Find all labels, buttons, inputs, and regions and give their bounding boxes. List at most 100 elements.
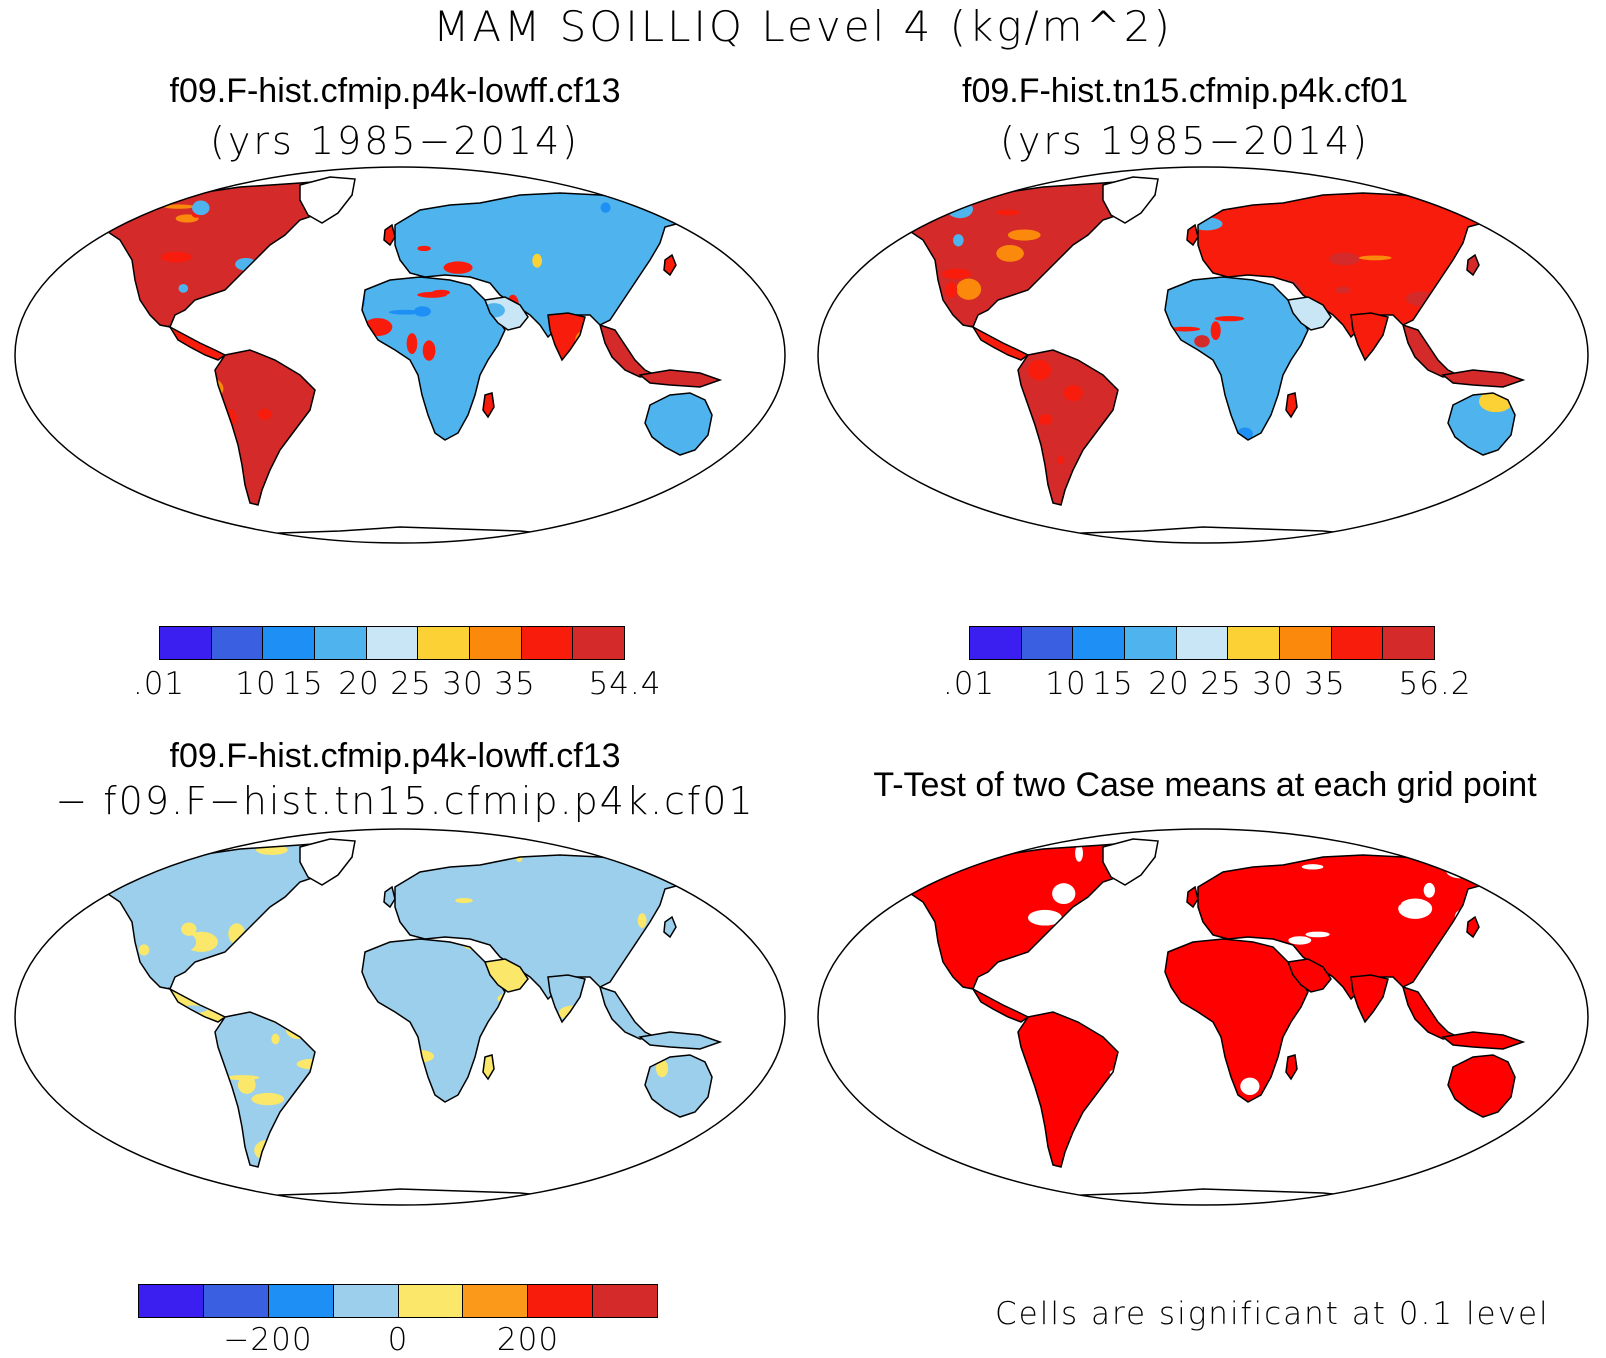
figure-title: MAM SOILLIQ Level 4 (kg/m^2) xyxy=(433,2,1173,51)
colorbar-swatch xyxy=(1176,627,1229,659)
landmass-northAmerica xyxy=(898,841,1155,989)
colorbar-tick-label: 54.4 xyxy=(588,666,662,702)
landmass-centralAmerica xyxy=(973,989,1028,1022)
colorbar-tick-label: .01 xyxy=(132,666,186,702)
landmass-northAmerica xyxy=(95,841,352,989)
landmass-southAmerica xyxy=(1018,350,1118,505)
colorbar-swatch xyxy=(315,627,367,659)
colorbar-case1 xyxy=(159,626,625,660)
colorbar-tick-label: 10 xyxy=(235,666,277,702)
landmass-antarctica xyxy=(973,1189,1433,1205)
colorbar-swatch xyxy=(1021,627,1074,659)
colorbar-tick-label: .01 xyxy=(942,666,996,702)
colorbar-tick-label: 30 xyxy=(442,666,484,702)
landmass-australia xyxy=(645,393,712,455)
panel-1-subtitle: (yrs 1985−2014) xyxy=(210,119,580,163)
map-frame xyxy=(817,166,1589,544)
colorbar-swatch xyxy=(573,627,625,659)
colorbar-tick-label: 15 xyxy=(1092,666,1134,702)
landmass-seAsia xyxy=(1403,325,1458,377)
landmass-greenland xyxy=(300,177,355,223)
map-frame xyxy=(14,166,786,544)
map-panel-case1 xyxy=(14,166,786,544)
map-panel-ttest xyxy=(817,828,1589,1206)
colorbar-swatch xyxy=(263,627,316,659)
colorbar-swatch xyxy=(970,627,1022,659)
panel-2-title: f09.F-hist.tn15.cfmip.p4k.cf01 xyxy=(962,72,1408,110)
colorbar-swatch xyxy=(139,1285,204,1317)
landmass-seAsia xyxy=(600,325,655,377)
landmass-greenland xyxy=(1103,839,1158,885)
colorbar-tick-label: −200 xyxy=(223,1322,313,1358)
landmass-greenland xyxy=(300,839,355,885)
landmass-africa xyxy=(362,939,505,1102)
landmass-centralAmerica xyxy=(170,327,225,360)
landmass-africa xyxy=(362,277,505,440)
panel-3-title: f09.F-hist.cfmip.p4k-lowff.cf13 xyxy=(169,737,621,775)
landmass-antarctica xyxy=(170,527,630,543)
colorbar-tick-label: 0 xyxy=(387,1322,409,1358)
colorbar-swatch xyxy=(366,627,419,659)
landmass-eurasia xyxy=(395,855,690,999)
panel-1-title: f09.F-hist.cfmip.p4k-lowff.cf13 xyxy=(169,72,621,110)
colorbar-swatch xyxy=(211,627,264,659)
colorbar-swatch xyxy=(418,627,471,659)
landmass-arabia xyxy=(485,959,528,992)
landmass-southAmerica xyxy=(215,1012,315,1167)
colorbar-swatch xyxy=(593,1285,657,1317)
panel-2-subtitle: (yrs 1985−2014) xyxy=(1000,119,1370,163)
landmass-nz xyxy=(1531,1109,1545,1132)
colorbar-swatch xyxy=(1331,627,1384,659)
panel-4-title: T-Test of two Case means at each grid po… xyxy=(873,766,1537,804)
landmass-australia xyxy=(1448,1055,1515,1117)
colorbar-swatch xyxy=(470,627,522,659)
colorbar-swatch xyxy=(160,627,212,659)
colorbar-swatch xyxy=(1280,627,1332,659)
colorbar-tick-label: 15 xyxy=(282,666,324,702)
colorbar-swatch xyxy=(203,1285,269,1317)
landmass-northAmerica xyxy=(95,179,352,327)
landmass-arabia xyxy=(1288,297,1331,330)
landmass-southAmerica xyxy=(215,350,315,505)
colorbar-swatch xyxy=(463,1285,529,1317)
landmass-africa xyxy=(1165,277,1308,440)
panel-3-subtitle: − f09.F−hist.tn15.cfmip.p4k.cf01 xyxy=(55,779,755,823)
colorbar-tick-label: 25 xyxy=(390,666,432,702)
landmass-centralAmerica xyxy=(973,327,1028,360)
landmass-seAsia xyxy=(1403,987,1458,1039)
significance-note: Cells are significant at 0.1 level xyxy=(995,1296,1550,1332)
colorbar-tick-label: 30 xyxy=(1252,666,1294,702)
landmass-indonesia xyxy=(640,370,720,387)
colorbar-tick-label: 20 xyxy=(1148,666,1190,702)
landmass-eurasia xyxy=(395,193,690,337)
colorbar-swatch xyxy=(528,1285,594,1317)
landmass-greenland xyxy=(1103,177,1158,223)
landmass-indonesia xyxy=(1443,370,1523,387)
colorbar-swatch xyxy=(268,1285,334,1317)
landmass-centralAmerica xyxy=(170,989,225,1022)
landmass-indonesia xyxy=(1443,1032,1523,1049)
landmass-nz xyxy=(1531,447,1545,470)
colorbar-swatch xyxy=(333,1285,399,1317)
landmass-africa xyxy=(1165,939,1308,1102)
map-frame xyxy=(14,828,786,1206)
colorbar-tick-label: 56.2 xyxy=(1398,666,1472,702)
colorbar-difference xyxy=(138,1284,658,1318)
landmass-indonesia xyxy=(640,1032,720,1049)
colorbar-tick-label: 20 xyxy=(338,666,380,702)
landmass-arabia xyxy=(1288,959,1331,992)
colorbar-tick-label: 35 xyxy=(1304,666,1346,702)
colorbar-tick-label: 35 xyxy=(494,666,536,702)
colorbar-swatch xyxy=(1125,627,1177,659)
map-frame xyxy=(817,828,1589,1206)
colorbar-case2 xyxy=(969,626,1435,660)
colorbar-tick-label: 200 xyxy=(496,1322,560,1358)
colorbar-swatch xyxy=(521,627,574,659)
landmass-seAsia xyxy=(600,987,655,1039)
landmass-eurasia xyxy=(1198,855,1493,999)
colorbar-swatch xyxy=(1383,627,1435,659)
colorbar-tick-label: 10 xyxy=(1045,666,1087,702)
colorbar-swatch xyxy=(1073,627,1126,659)
landmass-southAmerica xyxy=(1018,1012,1118,1167)
landmass-antarctica xyxy=(973,527,1433,543)
